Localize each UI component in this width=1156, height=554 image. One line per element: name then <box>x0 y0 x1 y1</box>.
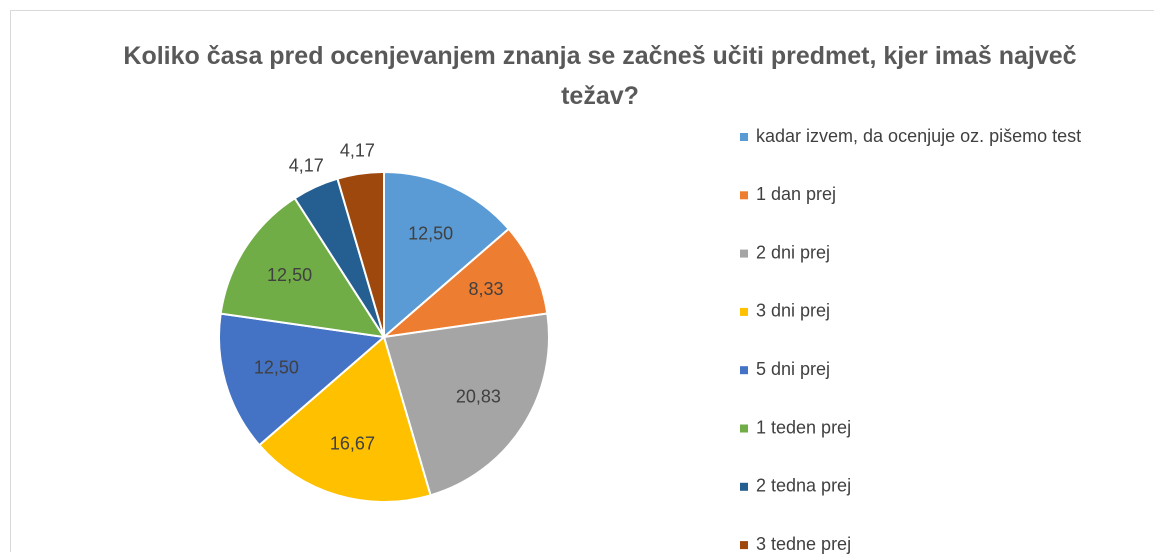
data-label: 4,17 <box>340 141 375 161</box>
data-label: 4,17 <box>289 156 324 176</box>
chart-frame <box>10 10 1154 552</box>
legend-swatch <box>740 541 748 550</box>
pie-slice <box>257 335 432 503</box>
data-label: 12,50 <box>254 357 299 377</box>
data-label: 12,50 <box>267 265 312 285</box>
pie-slice <box>382 312 550 497</box>
data-label: 20,83 <box>456 386 501 406</box>
pie-slice <box>383 170 511 340</box>
pie-slice <box>380 227 549 339</box>
legend-swatch <box>740 424 748 433</box>
pie-slice <box>336 170 385 338</box>
legend-label: 3 tedne prej <box>756 534 851 554</box>
legend-swatch <box>740 366 748 375</box>
legend-label: kadar izvem, da ocenjuje oz. pišemo test <box>756 126 1081 146</box>
legend-swatch <box>740 249 748 258</box>
chart-title: Koliko časa pred ocenjevanjem znanja se … <box>123 42 1077 110</box>
legend-label: 2 dni prej <box>756 242 830 262</box>
legend-swatch <box>740 191 748 200</box>
legend-label: 2 tedna prej <box>756 476 851 496</box>
pie-slice <box>219 196 387 339</box>
legend-label: 1 teden prej <box>756 417 851 437</box>
legend-label: 1 dan prej <box>756 184 836 204</box>
data-label: 8,33 <box>469 279 504 299</box>
pie-slice <box>218 312 387 447</box>
legend-swatch <box>740 482 748 491</box>
data-label: 12,50 <box>408 224 453 244</box>
legend-label: 3 dni prej <box>756 301 830 321</box>
legend-swatch <box>740 133 748 141</box>
legend-label: 5 dni prej <box>756 359 830 379</box>
data-label: 16,67 <box>330 433 375 453</box>
legend-swatch <box>740 307 748 316</box>
